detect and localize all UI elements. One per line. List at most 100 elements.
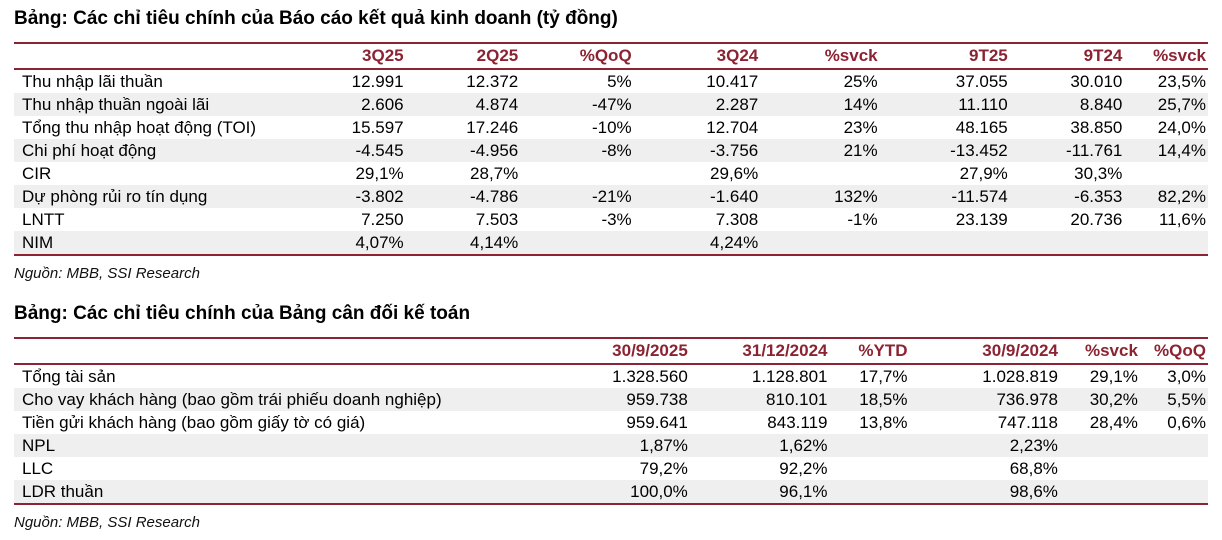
cell-value: -4.545 — [355, 141, 404, 160]
cell-value: 30.010 — [1070, 72, 1123, 91]
cell-value: 0,6% — [1167, 413, 1206, 432]
source-note: Nguồn: MBB, SSI Research — [14, 265, 200, 282]
row-label: NPL — [22, 436, 56, 455]
row-label: Thu nhập thuần ngoài lãi — [22, 95, 210, 114]
cell-value: 959.641 — [626, 413, 688, 432]
cell-value: 24,0% — [1157, 118, 1206, 137]
table-row: LDR thuần 100,0% 96,1% 98,6% — [14, 480, 1208, 504]
income-statement-table: 3Q25 2Q25 %QoQ 3Q24 %svck 9T25 9T24 %svck Thu n… — [14, 42, 1208, 256]
table-row: Tổng tài sản 1.328.560 1.128.801 17,7% 1.028… — [14, 364, 1208, 388]
cell-value: 4,07% — [355, 233, 404, 252]
cell-value: 38.850 — [1070, 118, 1123, 137]
column-header: 9T24 — [1083, 46, 1123, 65]
cell-value: 37.055 — [955, 72, 1008, 91]
cell-value: 98,6% — [1009, 482, 1058, 501]
cell-value: 20.736 — [1070, 210, 1123, 229]
cell-value: 15.597 — [351, 118, 404, 137]
cell-value: 959.738 — [626, 390, 688, 409]
cell-value: 79,2% — [639, 459, 688, 478]
column-header: %svck — [1084, 341, 1138, 360]
cell-value: -4.786 — [470, 187, 519, 206]
cell-value: 7.308 — [715, 210, 759, 229]
cell-value: 2.287 — [715, 95, 759, 114]
column-header: 9T25 — [969, 46, 1008, 65]
cell-value: 4.874 — [475, 95, 519, 114]
cell-value: 25,7% — [1157, 95, 1206, 114]
cell-value: 13,8% — [859, 413, 908, 432]
cell-value: 11,6% — [1159, 210, 1206, 229]
cell-value: 18,5% — [859, 390, 908, 409]
table-row: Chi phí hoạt động -4.545 -4.956 -8% -3.756 21… — [14, 139, 1208, 162]
cell-value: 843.119 — [767, 413, 828, 432]
cell-value: 30,3% — [1074, 164, 1123, 183]
column-header: 31/12/2024 — [742, 341, 828, 360]
cell-value — [1060, 457, 1140, 480]
cell-value: 1,62% — [779, 436, 828, 455]
income-statement-title: Bảng: Các chỉ tiêu chính của Báo cáo kết… — [14, 8, 618, 29]
cell-value: 17,7% — [859, 367, 908, 386]
cell-value: 28,7% — [470, 164, 519, 183]
column-header: %YTD — [858, 341, 908, 360]
cell-value: 8.840 — [1079, 95, 1123, 114]
cell-value: 17.246 — [466, 118, 519, 137]
cell-value: 92,2% — [779, 459, 828, 478]
cell-value: 23.139 — [955, 210, 1008, 229]
cell-value: 11.110 — [958, 95, 1008, 114]
row-label: Tổng thu nhập hoạt động (TOI) — [22, 118, 257, 137]
table-row: Tổng thu nhập hoạt động (TOI) 15.597 17.24… — [14, 116, 1208, 139]
table-row: Thu nhập lãi thuần 12.991 12.372 5% 10.417 25… — [14, 69, 1208, 93]
cell-value: 5,5% — [1167, 390, 1206, 409]
cell-value — [1060, 434, 1140, 457]
cell-value: -6.353 — [1074, 187, 1123, 206]
header-row: 30/9/2025 31/12/2024 %YTD 30/9/2024 %svck %Qo… — [14, 338, 1208, 364]
cell-value: -13.452 — [950, 141, 1008, 160]
cell-value: 7.503 — [475, 210, 519, 229]
source-note: Nguồn: MBB, SSI Research — [14, 514, 200, 531]
row-label: NIM — [22, 233, 54, 252]
cell-value: -3% — [601, 210, 632, 229]
row-label: LLC — [22, 459, 54, 478]
row-label-header — [14, 338, 555, 364]
cell-value — [830, 434, 910, 457]
cell-value: 25% — [843, 72, 878, 91]
cell-value: -3.756 — [710, 141, 759, 160]
cell-value: 810.101 — [766, 390, 828, 409]
balance-sheet-table: 30/9/2025 31/12/2024 %YTD 30/9/2024 %svck %Qo… — [14, 337, 1208, 505]
balance-sheet-title: Bảng: Các chỉ tiêu chính của Bảng cân đố… — [14, 303, 471, 324]
cell-value: 48.165 — [955, 118, 1008, 137]
cell-value: 1.028.819 — [982, 367, 1058, 386]
column-header: %svck — [824, 46, 878, 65]
cell-value: 2.606 — [361, 95, 404, 114]
column-header: %QoQ — [579, 46, 632, 65]
column-header: %QoQ — [1154, 341, 1206, 360]
cell-value: 30,2% — [1089, 390, 1138, 409]
cell-value — [1140, 480, 1208, 504]
column-header: 2Q25 — [476, 46, 519, 65]
cell-value: 1.328.560 — [612, 367, 688, 386]
cell-value: -1% — [847, 210, 878, 229]
table-row: LLC 79,2% 92,2% 68,8% — [14, 457, 1208, 480]
cell-value: -11.761 — [1065, 141, 1123, 160]
cell-value — [760, 162, 879, 185]
header-row: 3Q25 2Q25 %QoQ 3Q24 %svck 9T25 9T24 %svck — [14, 43, 1208, 69]
cell-value: 29,1% — [1089, 367, 1138, 386]
cell-value: 4,14% — [470, 233, 519, 252]
cell-value: -3.802 — [355, 187, 404, 206]
cell-value: 747.118 — [997, 413, 1058, 432]
cell-value: 12.704 — [706, 118, 759, 137]
cell-value: -1.640 — [710, 187, 759, 206]
row-label: CIR — [22, 164, 52, 183]
cell-value: -21% — [591, 187, 632, 206]
cell-value: 12.991 — [351, 72, 404, 91]
cell-value — [1010, 231, 1125, 255]
row-label: Tiền gửi khách hàng (bao gồm giấy tờ có … — [22, 413, 366, 432]
cell-value — [1124, 162, 1208, 185]
table-row: NIM 4,07% 4,14% 4,24% — [14, 231, 1208, 255]
cell-value — [830, 480, 910, 504]
cell-value — [1140, 434, 1208, 457]
cell-value: 14,4% — [1157, 141, 1206, 160]
table-row: Dự phòng rủi ro tín dụng -3.802 -4.786 -21%… — [14, 185, 1208, 208]
cell-value — [880, 231, 1010, 255]
table-row: Cho vay khách hàng (bao gồm trái phiếu d… — [14, 388, 1208, 411]
